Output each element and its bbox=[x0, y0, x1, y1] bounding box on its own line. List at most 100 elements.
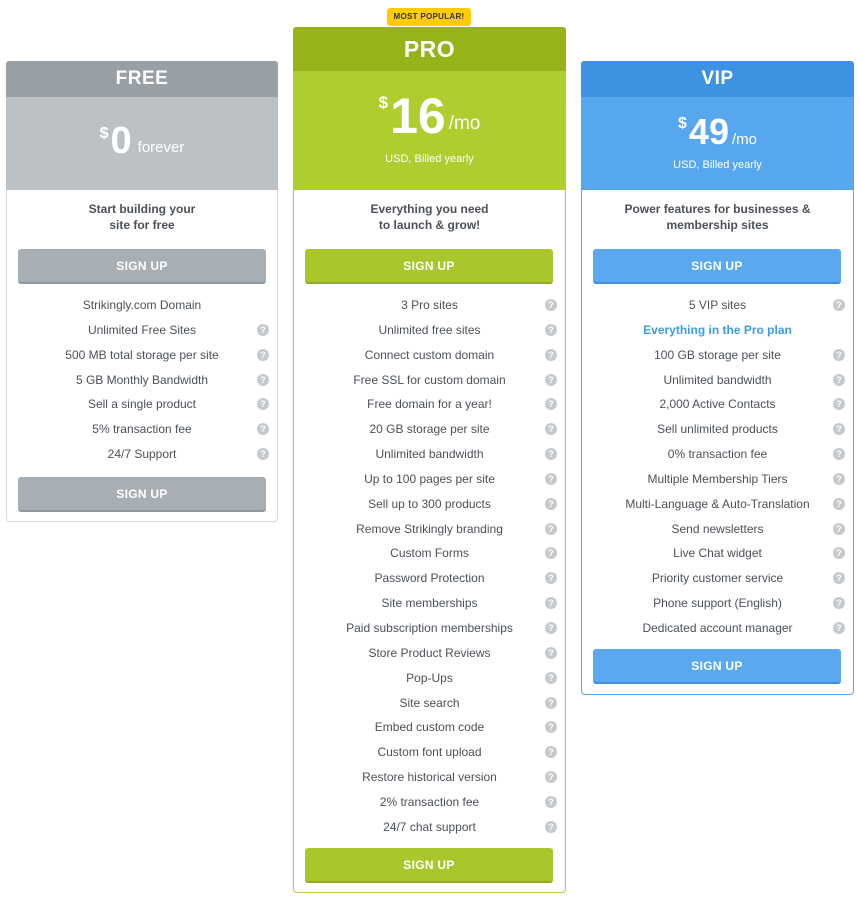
feature-item: 5 VIP sites? bbox=[582, 293, 853, 318]
help-icon[interactable]: ? bbox=[545, 621, 557, 634]
help-icon[interactable]: ? bbox=[545, 398, 557, 411]
help-icon[interactable]: ? bbox=[257, 348, 269, 361]
price-box: $ 0 forever bbox=[6, 97, 278, 190]
help-icon[interactable]: ? bbox=[833, 597, 845, 610]
price-amount: 16 bbox=[390, 88, 446, 144]
price-period: forever bbox=[137, 139, 185, 156]
help-icon[interactable]: ? bbox=[833, 348, 845, 361]
feature-item: Multi-Language & Auto-Translation? bbox=[582, 492, 853, 517]
sign-up-button[interactable]: SIGN UP bbox=[18, 477, 266, 512]
help-icon[interactable]: ? bbox=[833, 621, 845, 634]
help-icon[interactable]: ? bbox=[545, 299, 557, 311]
feature-label: Dedicated account manager bbox=[642, 620, 793, 635]
feature-item: 24/7 chat support? bbox=[294, 815, 565, 840]
price-period: /mo bbox=[731, 131, 757, 148]
plan-tagline: Power features for businesses & membersh… bbox=[582, 201, 853, 233]
feature-item: Unlimited Free Sites? bbox=[7, 318, 277, 343]
feature-item: Password Protection? bbox=[294, 566, 565, 591]
help-icon[interactable]: ? bbox=[833, 373, 845, 386]
help-icon[interactable]: ? bbox=[545, 746, 557, 759]
help-icon[interactable]: ? bbox=[833, 572, 845, 585]
feature-item: Pop-Ups? bbox=[294, 666, 565, 691]
help-icon[interactable]: ? bbox=[545, 472, 557, 485]
feature-item: 20 GB storage per site? bbox=[294, 417, 565, 442]
feature-label: Pop-Ups bbox=[406, 670, 453, 685]
help-icon[interactable]: ? bbox=[833, 398, 845, 411]
feature-label: Unlimited free sites bbox=[378, 322, 481, 337]
billing-note: USD, Billed yearly bbox=[673, 159, 762, 171]
help-icon[interactable]: ? bbox=[545, 771, 557, 784]
feature-item: Dedicated account manager? bbox=[582, 616, 853, 641]
feature-item: Unlimited free sites? bbox=[294, 318, 565, 343]
feature-item: 3 Pro sites? bbox=[294, 293, 565, 318]
feature-label: 5% transaction fee bbox=[92, 422, 192, 437]
help-icon[interactable]: ? bbox=[545, 696, 557, 709]
feature-item: Unlimited bandwidth? bbox=[582, 368, 853, 393]
feature-item: Embed custom code? bbox=[294, 715, 565, 740]
sign-up-button[interactable]: SIGN UP bbox=[593, 249, 841, 284]
feature-label: Priority customer service bbox=[651, 571, 784, 586]
feature-item: 5% transaction fee? bbox=[7, 417, 277, 442]
feature-label: Paid subscription memberships bbox=[346, 620, 513, 635]
feature-list: 3 Pro sites? Unlimited free sites? Connect… bbox=[294, 293, 565, 840]
help-icon[interactable]: ? bbox=[833, 299, 845, 311]
feature-item: Send newsletters? bbox=[582, 517, 853, 542]
help-icon[interactable]: ? bbox=[833, 547, 845, 560]
price-amount: 0 bbox=[110, 120, 132, 162]
help-icon[interactable]: ? bbox=[257, 398, 269, 411]
plan-name: PRO bbox=[293, 27, 566, 71]
feature-label: 5 GB Monthly Bandwidth bbox=[75, 372, 209, 387]
feature-label: 24/7 Support bbox=[107, 447, 177, 462]
help-icon[interactable]: ? bbox=[545, 646, 557, 659]
help-icon[interactable]: ? bbox=[545, 522, 557, 535]
feature-label: Send newsletters bbox=[671, 521, 764, 536]
help-icon[interactable]: ? bbox=[545, 547, 557, 560]
feature-label: Unlimited bandwidth bbox=[663, 372, 772, 387]
feature-item: Site memberships? bbox=[294, 591, 565, 616]
help-icon[interactable]: ? bbox=[545, 348, 557, 361]
help-icon[interactable]: ? bbox=[833, 423, 845, 436]
feature-item: Priority customer service? bbox=[582, 566, 853, 591]
help-icon[interactable]: ? bbox=[257, 373, 269, 386]
feature-list: Strikingly.com Domain Unlimited Free Site… bbox=[7, 293, 277, 467]
feature-item: 5 GB Monthly Bandwidth? bbox=[7, 368, 277, 393]
help-icon[interactable]: ? bbox=[257, 448, 269, 461]
help-icon[interactable]: ? bbox=[545, 373, 557, 386]
tagline-line: to launch & grow! bbox=[378, 218, 481, 232]
feature-item: Restore historical version? bbox=[294, 765, 565, 790]
feature-item: Everything in the Pro plan bbox=[582, 318, 853, 343]
feature-label: 24/7 chat support bbox=[383, 819, 476, 834]
currency-symbol: $ bbox=[99, 125, 109, 142]
feature-item: Sell up to 300 products? bbox=[294, 492, 565, 517]
help-icon[interactable]: ? bbox=[257, 423, 269, 436]
plan-tagline: Start building your site for free bbox=[7, 201, 277, 233]
tagline-line: membership sites bbox=[666, 218, 769, 232]
help-icon[interactable]: ? bbox=[545, 820, 557, 833]
help-icon[interactable]: ? bbox=[545, 448, 557, 461]
sign-up-button[interactable]: SIGN UP bbox=[18, 249, 266, 284]
help-icon[interactable]: ? bbox=[545, 721, 557, 734]
help-icon[interactable]: ? bbox=[545, 323, 557, 336]
feature-label: Up to 100 pages per site bbox=[364, 471, 495, 486]
feature-item: Up to 100 pages per site? bbox=[294, 467, 565, 492]
help-icon[interactable]: ? bbox=[545, 795, 557, 808]
sign-up-button[interactable]: SIGN UP bbox=[305, 848, 553, 883]
help-icon[interactable]: ? bbox=[833, 497, 845, 510]
help-icon[interactable]: ? bbox=[545, 423, 557, 436]
help-icon[interactable]: ? bbox=[545, 572, 557, 585]
feature-label: Everything in the Pro plan bbox=[643, 322, 792, 337]
feature-item: 2,000 Active Contacts? bbox=[582, 392, 853, 417]
sign-up-button[interactable]: SIGN UP bbox=[305, 249, 553, 284]
help-icon[interactable]: ? bbox=[257, 323, 269, 336]
help-icon[interactable]: ? bbox=[833, 448, 845, 461]
feature-label: Live Chat widget bbox=[673, 546, 762, 561]
help-icon[interactable]: ? bbox=[545, 671, 557, 684]
help-icon[interactable]: ? bbox=[545, 597, 557, 610]
help-icon[interactable]: ? bbox=[545, 497, 557, 510]
feature-label: Strikingly.com Domain bbox=[82, 298, 202, 312]
tagline-line: Power features for businesses & bbox=[624, 202, 811, 216]
feature-label: Unlimited bandwidth bbox=[375, 447, 484, 462]
help-icon[interactable]: ? bbox=[833, 472, 845, 485]
help-icon[interactable]: ? bbox=[833, 522, 845, 535]
sign-up-button[interactable]: SIGN UP bbox=[593, 649, 841, 684]
